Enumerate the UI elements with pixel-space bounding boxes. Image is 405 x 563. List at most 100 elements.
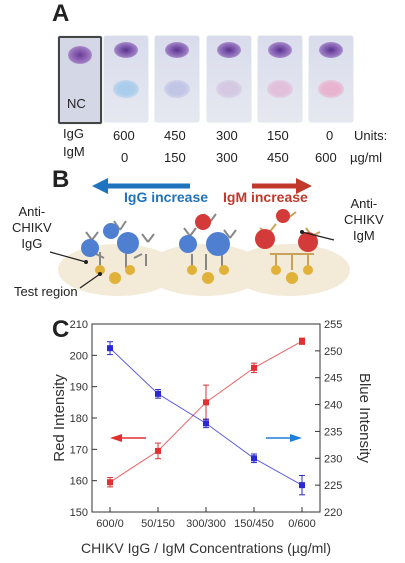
y-right-tick-label: 240 bbox=[324, 400, 342, 412]
strip-5 bbox=[309, 36, 353, 122]
schematic: IgG increase IgM increase bbox=[49, 178, 350, 296]
igg-particle bbox=[95, 265, 105, 275]
test-region-label: Test region bbox=[14, 284, 78, 299]
data-point bbox=[251, 455, 257, 462]
data-point bbox=[107, 479, 113, 486]
units-label: Units: bbox=[354, 128, 388, 143]
label-line: CHIKV bbox=[344, 212, 384, 227]
y-left-tick-label: 190 bbox=[70, 382, 88, 394]
igg-value: 150 bbox=[267, 128, 289, 143]
y-left-tick-label: 200 bbox=[70, 350, 88, 362]
y-right-tick-label: 225 bbox=[324, 480, 342, 492]
igg-increase-arrow bbox=[92, 178, 190, 194]
igm-particle bbox=[255, 229, 275, 249]
label-line: IgG bbox=[21, 236, 43, 251]
igg-value: 0 bbox=[326, 128, 334, 143]
test-region-pointer bbox=[79, 273, 101, 289]
test-dot bbox=[318, 80, 344, 98]
red-axis-arrow bbox=[110, 434, 146, 442]
gold-particle bbox=[202, 272, 214, 284]
control-dot bbox=[319, 42, 343, 58]
data-point bbox=[203, 420, 209, 427]
y-axis-right-title: Blue Intensity bbox=[356, 373, 373, 464]
test-region-pad bbox=[230, 244, 350, 296]
x-tick-label: 150/450 bbox=[234, 518, 274, 530]
anti-chikv-igg-label: Anti- CHIKV IgG bbox=[12, 204, 52, 252]
control-dot bbox=[268, 42, 292, 58]
igg-value: 300 bbox=[216, 128, 238, 143]
igm-increase-label: IgM increase bbox=[223, 189, 308, 205]
igm-value: 600 bbox=[315, 150, 337, 165]
row-label-igg: IgG bbox=[63, 126, 84, 141]
data-point bbox=[299, 482, 305, 489]
igg-particle bbox=[109, 272, 121, 284]
label-line: CHIKV bbox=[12, 220, 52, 235]
igg-particle bbox=[103, 223, 119, 239]
test-dot bbox=[216, 80, 242, 98]
data-point bbox=[155, 447, 161, 454]
strip-nc: NC bbox=[58, 36, 102, 124]
control-dot bbox=[114, 42, 138, 58]
igm-value: 0 bbox=[121, 150, 129, 165]
test-dot bbox=[267, 80, 293, 98]
y-right-tick-label: 245 bbox=[324, 373, 342, 385]
igm-pointer-dot bbox=[300, 230, 304, 234]
data-point bbox=[203, 399, 209, 406]
gold-particle bbox=[286, 272, 298, 284]
igm-increase-arrow bbox=[252, 178, 312, 194]
data-point bbox=[251, 364, 257, 371]
y-axis-left-title: Red Intensity bbox=[51, 374, 68, 462]
igm-value: 300 bbox=[216, 150, 238, 165]
igg-particle bbox=[179, 235, 197, 253]
y-right-tick-label: 220 bbox=[324, 507, 342, 519]
strip-3 bbox=[207, 36, 251, 122]
y-left-tick-label: 180 bbox=[70, 413, 88, 425]
strip-2 bbox=[155, 36, 199, 122]
anti-chikv-igm-label: Anti- CHIKV IgM bbox=[344, 196, 384, 244]
test-dot bbox=[164, 80, 190, 98]
x-tick-label: 0/600 bbox=[288, 518, 316, 530]
y-left-tick-label: 150 bbox=[70, 507, 88, 519]
y-left-tick-label: 170 bbox=[70, 444, 88, 456]
y-right-tick-label: 230 bbox=[324, 453, 342, 465]
control-dot bbox=[165, 42, 189, 58]
igg-value: 450 bbox=[164, 128, 186, 143]
y-right-tick-label: 250 bbox=[324, 346, 342, 358]
gold-particle bbox=[219, 265, 229, 275]
panel-a-letter: A bbox=[52, 0, 70, 27]
igg-particle bbox=[125, 265, 135, 275]
igg-particle bbox=[206, 232, 230, 256]
x-tick-label: 300/300 bbox=[186, 518, 226, 530]
igm-particle bbox=[195, 214, 211, 230]
units-value: µg/ml bbox=[350, 150, 383, 165]
test-dot bbox=[113, 80, 139, 98]
line-chart: 150 160 170 180 190 200 210 220 225 230 235 240 245 2… bbox=[51, 319, 373, 556]
igg-particle bbox=[81, 239, 99, 257]
igg-value: 600 bbox=[113, 128, 135, 143]
y-right-tick-label: 235 bbox=[324, 426, 342, 438]
y-left-tick-label: 210 bbox=[70, 319, 88, 331]
strip-4 bbox=[258, 36, 302, 122]
x-tick-label: 600/0 bbox=[96, 518, 124, 530]
test-region-pointer-dot bbox=[98, 272, 102, 276]
control-dot bbox=[217, 42, 241, 58]
data-point bbox=[155, 390, 161, 397]
y-left-tick-label: 160 bbox=[70, 476, 88, 488]
control-dot bbox=[68, 46, 92, 64]
label-line: IgM bbox=[353, 228, 375, 243]
igm-pointer bbox=[301, 231, 335, 241]
y-right-tick-label: 255 bbox=[324, 319, 342, 331]
igm-value: 450 bbox=[267, 150, 289, 165]
igm-particle bbox=[276, 209, 290, 223]
row-label-igm: IgM bbox=[63, 144, 85, 159]
panel-c-letter: C bbox=[52, 316, 70, 343]
data-point bbox=[107, 345, 113, 352]
gold-particle bbox=[303, 265, 313, 275]
gold-particle bbox=[271, 265, 281, 275]
igg-pointer bbox=[49, 251, 87, 263]
igm-particle bbox=[298, 232, 318, 252]
x-axis-title: CHIKV IgG / IgM Concentrations (µg/ml) bbox=[81, 540, 331, 556]
panel-b-letter: B bbox=[52, 166, 70, 193]
blue-axis-arrow bbox=[266, 434, 302, 442]
igg-particle bbox=[117, 232, 139, 254]
